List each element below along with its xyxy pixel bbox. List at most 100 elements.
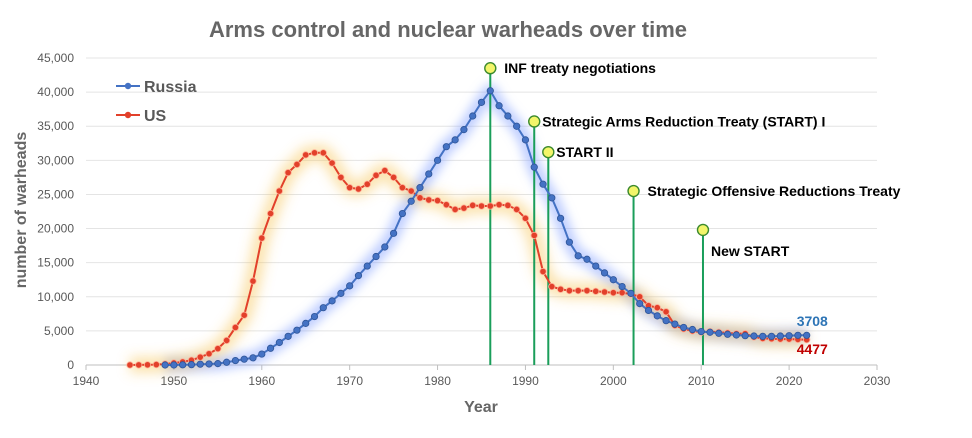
y-tick-label: 10,000 [37, 290, 74, 304]
data-point-russia [565, 238, 573, 246]
data-point-us [310, 149, 319, 157]
data-point-us [477, 202, 486, 210]
data-point-us [548, 282, 556, 291]
y-tick-label: 0 [67, 358, 74, 372]
data-point-us [275, 187, 283, 195]
data-point-russia [618, 282, 626, 291]
data-point-russia [723, 330, 732, 338]
data-point-us [513, 205, 521, 214]
data-point-russia [275, 338, 283, 347]
data-point-us [425, 196, 433, 204]
data-point-us [328, 159, 336, 167]
annotation-label-3: START II [556, 144, 613, 160]
annotation-label-4: Strategic Offensive Reductions Treaty [648, 183, 901, 199]
data-point-russia [662, 317, 670, 325]
chart-title: Arms control and nuclear warheads over t… [209, 17, 687, 42]
data-point-us [574, 287, 582, 295]
x-tick-label: 2030 [864, 374, 891, 388]
data-point-russia [372, 252, 380, 261]
data-point-us [583, 287, 591, 295]
y-tick-label: 20,000 [37, 222, 74, 236]
data-point-russia [460, 126, 468, 134]
data-point-russia [759, 332, 767, 340]
data-point-russia [293, 326, 301, 334]
x-tick-label: 1980 [424, 374, 451, 388]
data-point-us [249, 277, 257, 285]
data-point-russia [442, 143, 450, 151]
y-tick-label: 35,000 [37, 119, 74, 133]
data-point-russia [671, 320, 679, 328]
data-point-russia [513, 122, 521, 130]
y-tick-label: 5,000 [44, 324, 74, 338]
data-point-russia [680, 323, 688, 332]
data-point-us [565, 287, 573, 295]
data-point-russia [504, 112, 512, 120]
data-point-us [556, 285, 565, 293]
data-point-russia [750, 332, 758, 340]
x-tick-label: 1960 [248, 374, 275, 388]
data-point-us [266, 209, 275, 218]
data-point-us [302, 151, 310, 159]
data-point-us [653, 304, 661, 312]
data-point-us [214, 345, 222, 353]
data-point-russia [715, 329, 723, 337]
annotation-label-5: New START [711, 243, 790, 259]
data-point-russia [266, 344, 275, 352]
data-point-us [390, 173, 398, 181]
data-point-us [381, 166, 389, 175]
data-point-russia [451, 136, 459, 144]
data-point-us [609, 289, 617, 297]
data-point-us [539, 267, 547, 276]
data-point-us [433, 196, 442, 205]
x-tick-label: 2000 [600, 374, 627, 388]
data-point-us [354, 185, 363, 193]
data-point-russia [486, 87, 494, 95]
data-point-us [143, 361, 152, 369]
data-point-russia [741, 332, 749, 340]
end-label-russia: 3708 [797, 313, 828, 329]
data-point-russia [205, 360, 213, 368]
data-point-us [469, 201, 477, 209]
data-point-russia [469, 112, 477, 120]
annotation-marker-5 [696, 223, 710, 237]
legend-label-russia: Russia [144, 79, 197, 96]
data-point-russia [196, 360, 204, 368]
data-point-us [126, 361, 134, 369]
data-point-us [258, 234, 266, 242]
y-tick-label: 30,000 [37, 153, 74, 167]
data-point-russia [767, 332, 776, 340]
data-point-us [152, 360, 160, 369]
data-point-russia [732, 331, 740, 339]
data-point-us [592, 287, 600, 295]
data-point-russia [310, 312, 319, 321]
data-point-us [495, 201, 503, 209]
data-point-russia [363, 262, 371, 270]
x-tick-label: 1950 [161, 374, 188, 388]
data-point-us [662, 308, 670, 316]
data-point-russia [574, 252, 582, 260]
data-point-russia [398, 209, 406, 218]
data-point-russia [539, 180, 547, 188]
data-point-us [486, 202, 494, 210]
data-point-russia [258, 350, 266, 358]
y-tick-label: 25,000 [37, 187, 74, 201]
annotation-label-2: Strategic Arms Reduction Treaty (START) … [542, 113, 825, 129]
legend-marker-russia [124, 82, 132, 90]
annotation-label-1: INF treaty negotiations [504, 60, 656, 76]
data-point-russia [706, 328, 714, 336]
end-labels: 3708 4477 [797, 313, 828, 357]
data-point-russia [161, 361, 169, 369]
data-point-russia [381, 243, 389, 251]
data-point-us [135, 361, 143, 369]
data-point-russia [530, 163, 538, 171]
gridlines [86, 57, 877, 332]
data-point-russia [688, 325, 697, 334]
data-point-us [319, 149, 327, 157]
data-point-russia [187, 361, 196, 369]
data-point-russia [794, 331, 802, 339]
data-point-us [346, 184, 354, 192]
annotation-marker-2 [528, 115, 541, 128]
data-point-russia [644, 306, 653, 315]
annotation-lines [489, 68, 704, 365]
